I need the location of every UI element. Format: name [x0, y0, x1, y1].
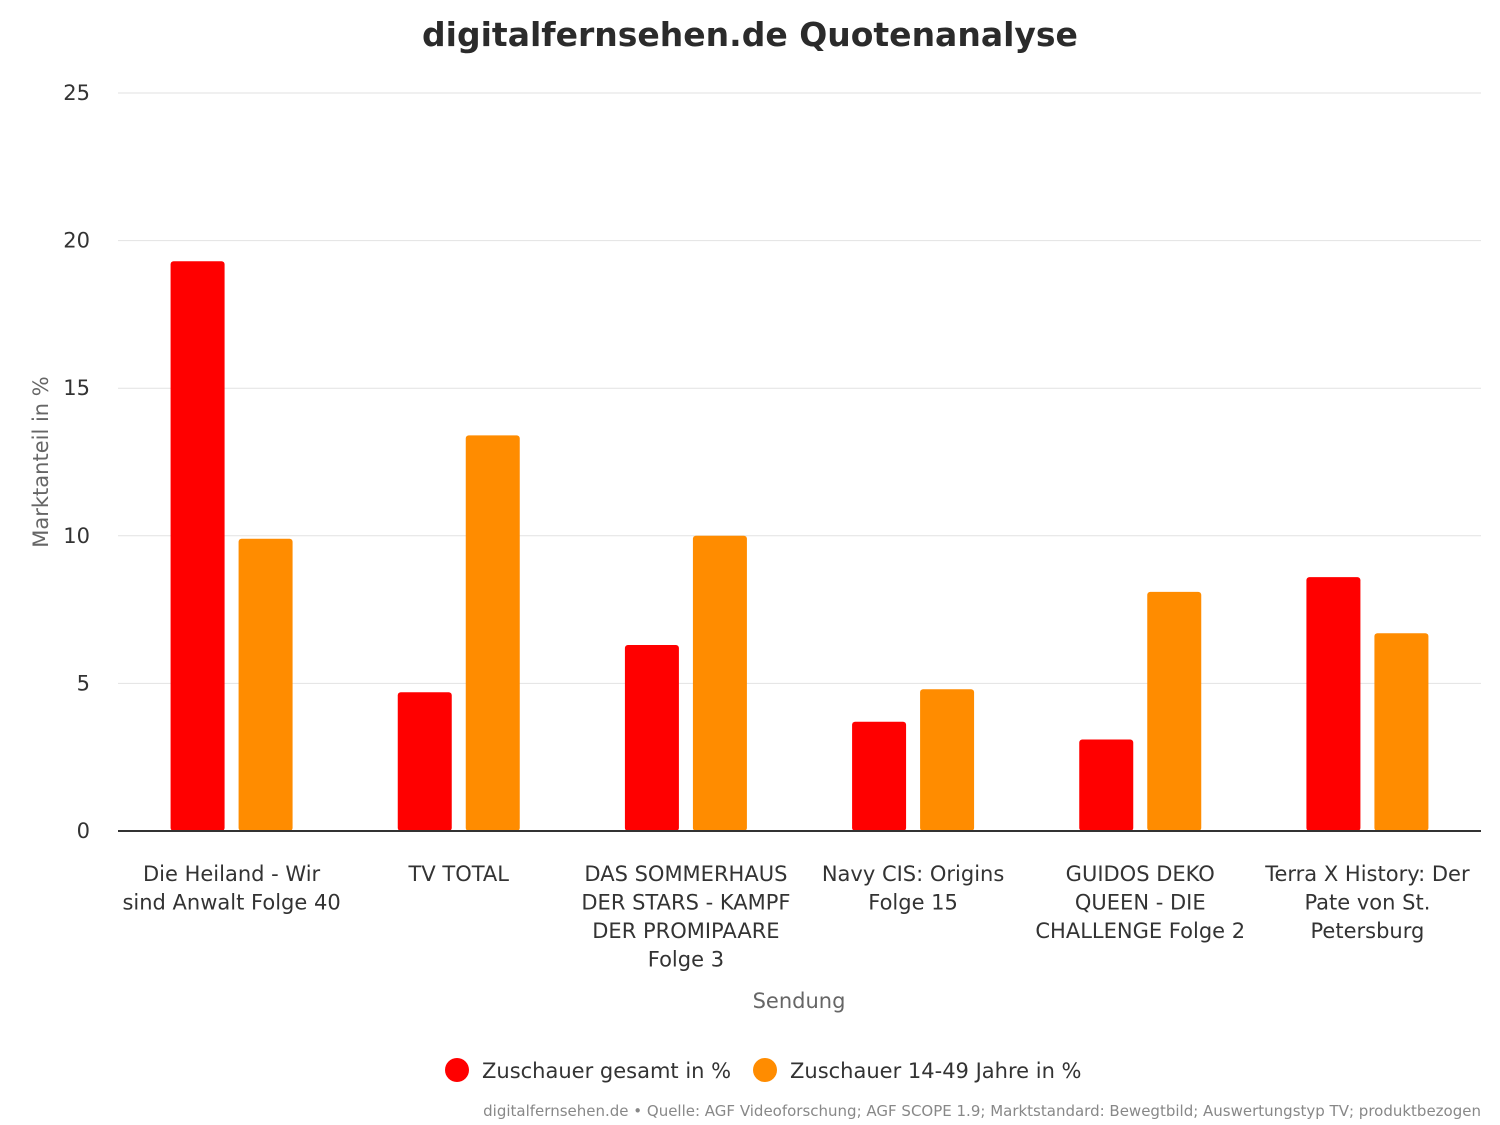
- x-category-label-line: TV TOTAL: [408, 862, 510, 886]
- x-category-label-line: Pate von St.: [1304, 891, 1430, 915]
- gridlines: [118, 92, 1481, 684]
- x-category-label-line: DER STARS - KAMPF: [581, 891, 790, 915]
- x-category-label-line: QUEEN - DIE: [1075, 891, 1206, 915]
- x-category-label-line: Petersburg: [1311, 919, 1425, 943]
- bar-gesamt-2[interactable]: [624, 645, 679, 831]
- y-tick-label: 10: [63, 524, 90, 548]
- y-tick-label: 0: [77, 819, 90, 843]
- y-tick-label: 15: [63, 376, 90, 400]
- y-axis-title: Marktanteil in %: [29, 376, 53, 547]
- bar-14-49-0[interactable]: [238, 538, 293, 831]
- x-category-label-line: CHALLENGE Folge 2: [1035, 919, 1245, 943]
- x-category-label-line: DAS SOMMERHAUS: [584, 862, 787, 886]
- legend-marker: [445, 1058, 469, 1082]
- legend-marker: [753, 1058, 777, 1082]
- x-category-label: Terra X History: Der Pate von St. Petersbu…: [1264, 862, 1470, 943]
- legend-item-14-49[interactable]: Zuschauer 14-49 Jahre in %: [753, 1058, 1082, 1083]
- bar-14-49-3[interactable]: [920, 689, 975, 831]
- y-tick-label: 25: [63, 81, 90, 105]
- bar-14-49-1[interactable]: [465, 435, 520, 831]
- x-category-label: GUIDOS DEKO QUEEN - DIE CHALLENGE Folge 2: [1035, 862, 1245, 943]
- bar-gesamt-3[interactable]: [852, 721, 907, 831]
- y-tick-label: 20: [63, 229, 90, 253]
- x-category-label-line: Die Heiland - Wir: [143, 862, 321, 886]
- bar-14-49-5[interactable]: [1374, 633, 1429, 831]
- x-category-label-line: sind Anwalt Folge 40: [122, 891, 340, 915]
- x-category-label-line: GUIDOS DEKO: [1066, 862, 1215, 886]
- x-category-label-line: Terra X History: Der: [1264, 862, 1470, 886]
- x-category-label-line: Navy CIS: Origins: [822, 862, 1004, 886]
- x-category-label: Die Heiland - Wir sind Anwalt Folge 40: [122, 862, 340, 915]
- y-tick-label: 5: [77, 671, 90, 695]
- bar-14-49-2[interactable]: [692, 535, 747, 831]
- x-axis-title: Sendung: [753, 989, 846, 1013]
- bar-gesamt-4[interactable]: [1079, 739, 1134, 831]
- x-category-label: TV TOTAL: [408, 862, 510, 886]
- legend-label: Zuschauer gesamt in %: [482, 1059, 731, 1083]
- x-axis-category-labels: Die Heiland - Wir sind Anwalt Folge 40 TV …: [122, 862, 1469, 972]
- legend-item-gesamt[interactable]: Zuschauer gesamt in %: [445, 1058, 731, 1083]
- bar-14-49-4[interactable]: [1147, 591, 1202, 831]
- legend: Zuschauer gesamt in % Zuschauer 14-49 Jah…: [445, 1058, 1082, 1083]
- credits-text: digitalfernsehen.de • Quelle: AGF Videof…: [483, 1102, 1481, 1120]
- x-category-label: DAS SOMMERHAUS DER STARS - KAMPF DER PROMI…: [581, 862, 790, 972]
- bars: [170, 261, 1429, 831]
- x-category-label-line: Folge 3: [648, 948, 724, 972]
- bar-gesamt-1[interactable]: [397, 692, 452, 831]
- bar-gesamt-5[interactable]: [1306, 577, 1361, 831]
- x-category-label: Navy CIS: Origins Folge 15: [822, 862, 1004, 915]
- chart-title: digitalfernsehen.de Quotenanalyse: [422, 15, 1078, 54]
- legend-label: Zuschauer 14-49 Jahre in %: [790, 1059, 1082, 1083]
- y-axis-ticks: 0 5 10 15 20 25: [63, 81, 90, 843]
- x-category-label-line: DER PROMIPAARE: [592, 919, 779, 943]
- bar-gesamt-0[interactable]: [170, 261, 225, 831]
- x-category-label-line: Folge 15: [868, 891, 958, 915]
